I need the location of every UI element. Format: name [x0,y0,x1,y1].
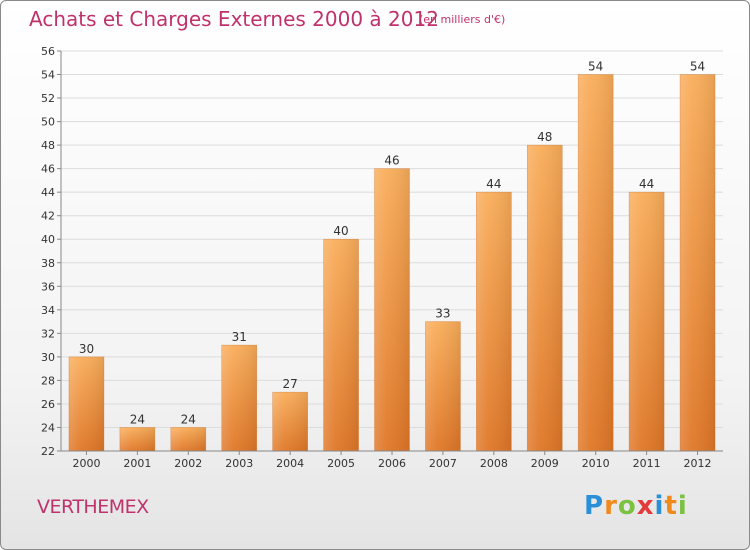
data-label: 30 [79,342,94,356]
x-tick-label: 2001 [123,457,151,470]
bar-shading [425,321,461,451]
bar-shading [578,74,614,451]
x-tick-label: 2002 [174,457,202,470]
data-label: 44 [486,177,501,191]
y-tick-label: 50 [41,116,55,129]
x-tick-label: 2006 [378,457,406,470]
y-tick-label: 56 [41,45,55,58]
bar-shading [221,345,257,451]
bar-shading [374,168,410,451]
data-label: 33 [435,307,450,321]
y-tick-label: 46 [41,163,55,176]
commune-name: VERTHEMEX [37,496,149,518]
data-label: 40 [333,224,348,238]
x-tick-label: 2008 [480,457,508,470]
logo-letter: r [604,491,618,521]
bar-shading [527,145,563,451]
y-tick-label: 22 [41,445,55,458]
logo-letter: x [636,491,655,521]
x-tick-label: 2010 [582,457,610,470]
bar-shading [323,239,359,451]
y-tick-label: 30 [41,351,55,364]
y-tick-label: 28 [41,374,55,387]
y-tick-label: 52 [41,92,55,105]
x-tick-label: 2007 [429,457,457,470]
y-tick-label: 54 [41,69,55,82]
bar-shading [476,192,512,452]
data-label: 46 [384,154,399,168]
data-label: 44 [639,177,654,191]
logo-letter: i [677,491,688,521]
bar-shading [170,427,206,451]
x-tick-label: 2003 [225,457,253,470]
data-label: 54 [690,60,705,74]
chart-title: Achats et Charges Externes 2000 à 2012 [29,7,439,31]
y-tick-label: 34 [41,304,55,317]
bar-shading [629,192,665,452]
x-tick-label: 2005 [327,457,355,470]
logo-letter: i [654,491,665,521]
y-tick-label: 32 [41,327,55,340]
data-label: 31 [232,330,247,344]
y-tick-label: 42 [41,210,55,223]
data-label: 27 [283,377,298,391]
bar-shading [680,74,716,451]
y-tick-label: 26 [41,398,55,411]
data-label: 24 [130,412,145,426]
logo-letter: o [617,491,637,521]
x-tick-label: 2012 [684,457,712,470]
bar-shading [272,392,308,451]
x-tick-label: 2004 [276,457,304,470]
x-tick-label: 2011 [633,457,661,470]
y-tick-label: 24 [41,421,55,434]
bar-shading [119,427,155,451]
data-label: 48 [537,130,552,144]
data-label: 54 [588,60,603,74]
y-tick-label: 48 [41,139,55,152]
data-label: 24 [181,412,196,426]
y-tick-label: 36 [41,280,55,293]
bar-shading [68,356,104,451]
chart-subtitle: (en milliers d'€) [419,13,506,26]
y-tick-label: 40 [41,233,55,246]
y-tick-label: 38 [41,257,55,270]
x-tick-label: 2009 [531,457,559,470]
x-tick-label: 2000 [72,457,100,470]
y-tick-label: 44 [41,186,55,199]
logo-letter: t [664,491,678,521]
logo-letter: P [584,491,605,521]
proxiti-logo: Proxiti [584,491,688,521]
